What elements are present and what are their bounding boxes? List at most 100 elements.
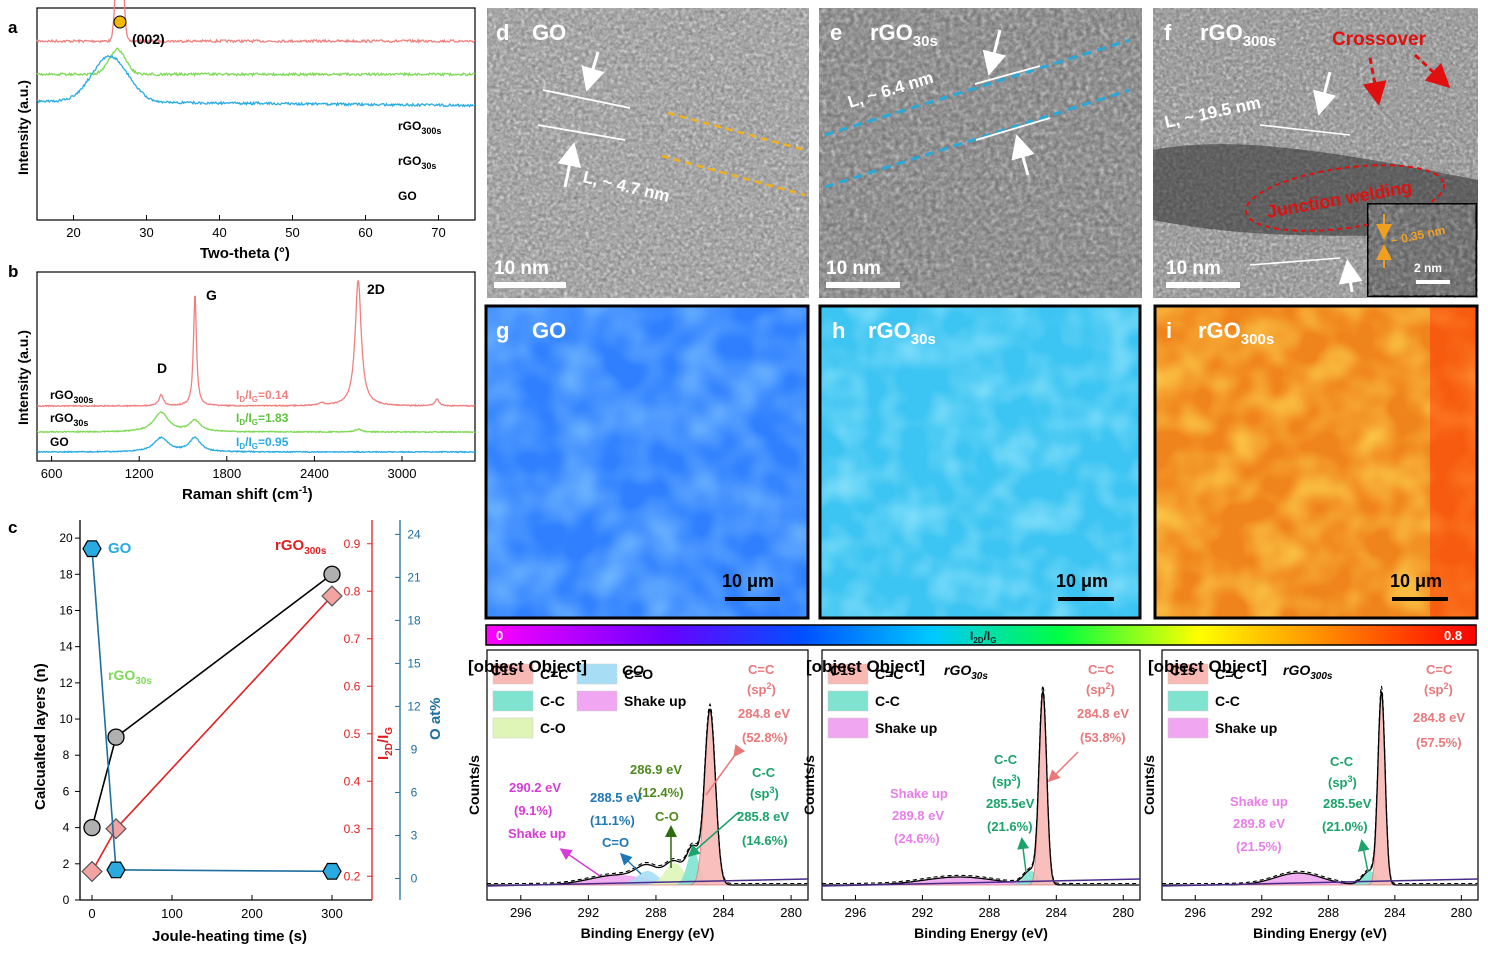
xlabel-b: Raman shift (cm-1) (182, 485, 313, 503)
ratio-b-rgo300-slash: /I (245, 388, 252, 402)
xps-l-legend-label-1: C-C (1215, 693, 1240, 709)
xps-j-ylabel: Counts/s (466, 755, 482, 815)
xps-k-legend-swatch-0 (827, 663, 869, 685)
panel-a: a 20 30 40 50 60 70 (002) rGO300s rGO30s GO T… (8, 0, 476, 262)
c-ltick-label-1: 2 (63, 857, 70, 871)
colorbar-label-I: I (970, 629, 973, 643)
peak-marker-dot (113, 15, 127, 29)
l-cc: C=C (1426, 662, 1453, 677)
c1s-l: C1s (1170, 662, 1196, 678)
panel-i: i rGO300s 10 μm (1153, 304, 1479, 620)
sample-l: rGO300s (1283, 662, 1333, 682)
c-ltick-label-2: 4 (63, 821, 70, 835)
panel-label-h: h (832, 318, 845, 343)
xps-l-xtick-label-2: 288 (1317, 905, 1339, 920)
j-cc2: C-C (752, 765, 776, 780)
k-sp3-sup: 3 (1012, 773, 1017, 783)
k-sp2-sup: 2 (1106, 681, 1111, 691)
c-ltick-label-3: 6 (63, 784, 70, 798)
map-title-h: rGO30s (868, 318, 936, 348)
xps-j-legend-swatch-3 (576, 663, 618, 685)
xps-l-background (1161, 878, 1479, 887)
j-co-e: 286.9 eV (630, 762, 682, 777)
ratio-b-rgo30-I: I (236, 411, 239, 425)
panel-label-e: e (830, 20, 842, 45)
ratio-b-rgo300-subD: D (239, 395, 245, 404)
l-e1: 284.8 eV (1413, 710, 1465, 725)
xps-l-legend-label-0: C=C (1215, 666, 1243, 682)
colorbar-min: 0 (496, 628, 503, 643)
j-sp3-sup: 3 (770, 785, 775, 795)
c-line-1 (91, 595, 333, 872)
k-p1: (53.8%) (1080, 730, 1126, 745)
xps-j-legend-label-2: C-O (540, 720, 566, 736)
x-tick-label-b-2: 1800 (212, 466, 241, 481)
legend-b-go: GO (50, 435, 69, 449)
ylabel-c-mid-I: I (375, 756, 392, 760)
colorbar: 0 0.8 I2D/IG (485, 624, 1477, 646)
panel-label-d: d (496, 20, 509, 45)
l-sp2-a: (sp (1424, 682, 1444, 697)
c-xtick-label-3: 300 (321, 906, 343, 921)
xps-k-xtick-label-4: 280 (1112, 905, 1134, 920)
annot-c-rgo300-main: rGO (275, 537, 305, 554)
xps-j-xlabel: Binding Energy (eV) (581, 925, 715, 941)
panel-label-i: i (1166, 318, 1172, 343)
colorbar-gradient (485, 624, 1477, 646)
legend-a-rgo300-sub: 300s (421, 126, 441, 136)
c-ltick-label-7: 14 (59, 640, 73, 654)
legend-a-go: GO (398, 189, 417, 203)
guide-dash-e1 (824, 38, 1131, 137)
k-e1: 284.8 eV (1077, 706, 1129, 721)
l-sp2-sup: 2 (1444, 681, 1449, 691)
series-b-rGO300s (36, 280, 476, 408)
scale-text-h: 10 μm (1056, 571, 1108, 591)
arrow-e-top (982, 29, 1007, 76)
sample-l-sub: 300s (1310, 671, 1333, 682)
l-sh-p: (21.5%) (1236, 839, 1282, 854)
xps-j-legend-swatch-4 (576, 690, 618, 712)
l-e2: 285.5eV (1323, 796, 1372, 811)
xps-k-raw-data (822, 685, 1140, 885)
c-mtick-label-7: 0.9 (344, 537, 361, 551)
c-mtick-label-3: 0.5 (344, 727, 361, 741)
l-sp3: (sp3) (1328, 774, 1357, 790)
panel-label-l: [object Object] (1148, 657, 1267, 676)
legend-a-rgo300: rGO300s (398, 119, 441, 136)
xps-l-raw-data (1162, 685, 1478, 885)
c-mtick-label-6: 0.8 (344, 584, 361, 598)
xlabel-c: Joule-heating time (s) (152, 928, 307, 945)
c-point-layers-2 (323, 565, 341, 583)
l-sh-e: 289.8 eV (1233, 816, 1285, 831)
arrow-f-cross1 (1362, 57, 1387, 106)
panel-j: 296 292 288 284 280 Binding Energy (eV) Counts… (466, 649, 809, 941)
xps-j-legend-label-0: C=C (540, 666, 568, 682)
j-co-p: (12.4%) (638, 785, 684, 800)
ratio-b-rgo30-subG: G (252, 418, 258, 427)
x-tick-label-a-1: 30 (139, 225, 153, 240)
c-line-2 (91, 548, 333, 873)
c1s-j: C1s (491, 662, 517, 678)
map-title-i-sub: 300s (1241, 331, 1274, 348)
colorbar-label-2D: 2D (973, 636, 983, 645)
map-title-g: GO (532, 318, 566, 343)
j-ceo: C=O (602, 835, 629, 850)
xps-l-legend-label-2: Shake up (1215, 720, 1277, 736)
j-sh-p: (9.1%) (514, 803, 552, 818)
x-tick-label-b-4: 3000 (388, 466, 417, 481)
l-cc2: C-C (1330, 754, 1354, 769)
xps-k-legend-swatch-2 (827, 717, 869, 739)
j-arrow-sh (559, 848, 601, 877)
ratio-b-go-subD: D (239, 442, 245, 451)
legend-a-rgo30-sub: 30s (421, 161, 436, 171)
c-mtick-label-2: 0.4 (344, 774, 361, 788)
c-point-ratio-1 (105, 818, 127, 840)
c-rtick-label-6: 18 (407, 613, 421, 627)
ratio-b-rgo30-slash: /I (245, 411, 252, 425)
l-p2: (21.0%) (1322, 819, 1368, 834)
xps-l-xtick-label-4: 280 (1451, 905, 1473, 920)
panel-label-f: f (1164, 20, 1172, 45)
x-tick-label-a-3: 50 (285, 225, 299, 240)
k-sp2: (sp2) (1086, 681, 1115, 697)
c-mtick-label-4: 0.6 (344, 679, 361, 693)
